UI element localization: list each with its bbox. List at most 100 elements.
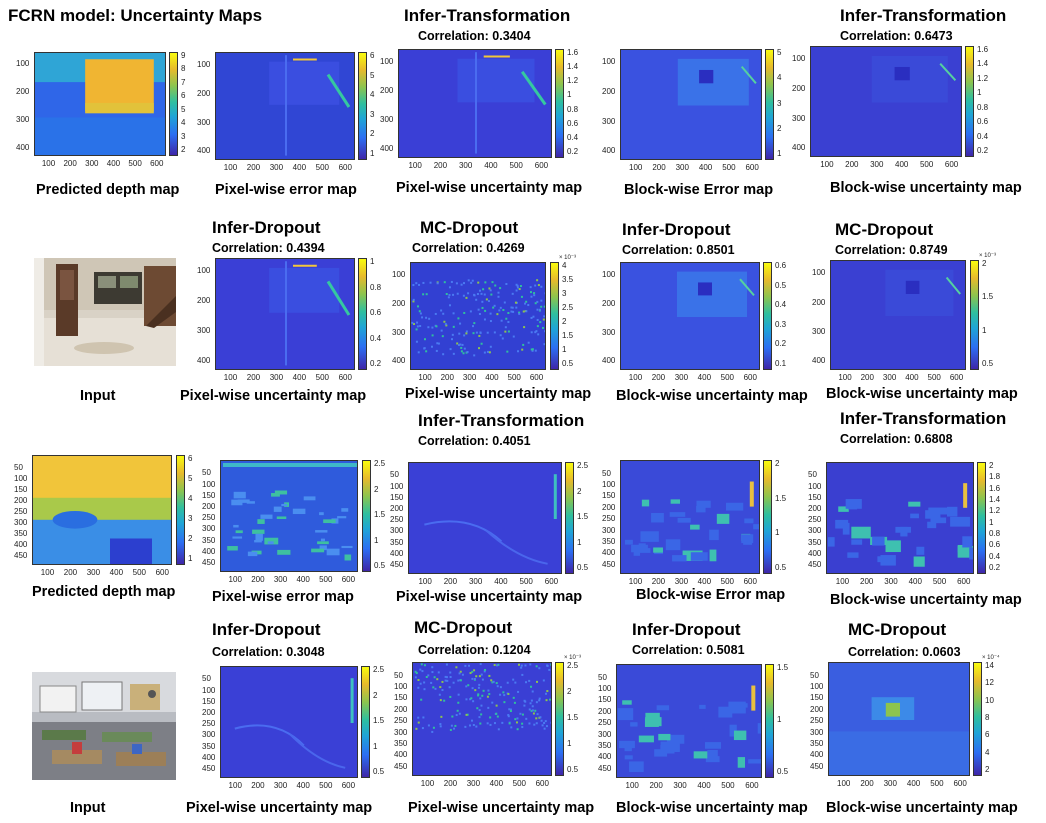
heatmap-block (908, 501, 921, 507)
heatmap-speckle (543, 722, 546, 725)
heatmap-speckle (521, 722, 524, 725)
map-caption: Pixel-wise error map (212, 589, 354, 605)
map-caption: Input (70, 800, 106, 816)
heatmap-edge (740, 66, 757, 84)
heatmap-speckle (545, 725, 548, 728)
heatmap-speckle (452, 681, 455, 684)
heatmap-speckle (499, 686, 502, 689)
heatmap-speckle (519, 285, 522, 288)
y-tick-label: 450 (810, 761, 824, 771)
heatmap-speckle (544, 347, 545, 350)
heatmap-speckle (509, 710, 512, 713)
heatmap-block (638, 735, 654, 743)
y-tick-label: 300 (602, 327, 616, 337)
heatmap-speckle (461, 343, 464, 346)
heatmap-block (693, 751, 710, 759)
heatmap-speckle (257, 519, 265, 524)
heatmap-speckle (481, 300, 484, 303)
heatmap-speckle (456, 709, 459, 712)
heatmap-speckle (511, 292, 514, 295)
heatmap-speckle (468, 664, 471, 667)
heatmap-speckle (440, 715, 443, 718)
heatmap-speckle (488, 693, 491, 696)
heatmap-speckle (512, 335, 515, 338)
colorbar-tick-label: 1.6 (567, 48, 579, 57)
colorbar-tick-label: 0.4 (567, 132, 579, 142)
heatmap-speckle (449, 695, 452, 698)
y-tick-label: 200 (808, 504, 822, 514)
heatmap-speckle (473, 677, 476, 680)
x-tick-label: 600 (150, 159, 164, 168)
y-tick-label: 50 (394, 670, 403, 680)
colorbar-tick-label: 1.5 (567, 713, 579, 722)
heatmap-speckle (489, 289, 492, 292)
y-tick-label: 300 (394, 727, 408, 737)
colorbar (765, 49, 774, 160)
method-title: Infer-Transformation (840, 6, 1007, 25)
heatmap-background (221, 667, 357, 777)
colorbar-tick-label: 2 (181, 145, 186, 154)
heatmap-speckle (319, 545, 327, 551)
heatmap-speckle (481, 678, 484, 681)
heatmap-speckle (549, 698, 551, 701)
heatmap-speckle (543, 343, 545, 346)
x-tick-label: 200 (251, 575, 265, 584)
x-tick-label: 200 (652, 163, 666, 172)
heatmap-speckle (525, 300, 528, 303)
heatmap-speckle (478, 312, 481, 315)
heatmap-panel (34, 52, 166, 156)
heatmap-speckle (457, 693, 460, 696)
heatmap-speckle (419, 668, 422, 671)
x-tick-label: 400 (908, 577, 922, 586)
heatmap-speckle (471, 677, 474, 680)
heatmap-block (835, 519, 849, 529)
map-caption: Pixel-wise uncertainty map (408, 800, 595, 816)
heatmap-speckle (420, 698, 423, 701)
heatmap-speckle (412, 284, 415, 287)
heatmap-block (696, 506, 706, 513)
heatmap-speckle (535, 330, 538, 333)
y-tick-label: 250 (810, 716, 824, 726)
colorbar-tick-label: 1 (775, 528, 780, 538)
x-tick-label: 300 (269, 373, 284, 382)
heatmap-speckle (431, 334, 434, 337)
map-caption: Block-wise uncertainty map (826, 800, 1018, 816)
y-tick-label: 350 (598, 741, 612, 751)
y-tick-label: 200 (197, 88, 211, 98)
colorbar (176, 455, 185, 565)
y-tick-label: 200 (598, 706, 612, 716)
heatmap-speckle (233, 491, 246, 499)
colorbar-tick-label: 0.2 (370, 359, 382, 368)
heatmap-speckle (488, 674, 491, 677)
y-tick-label: 300 (202, 524, 216, 534)
colorbar-tick-label: 1.4 (989, 495, 1001, 504)
heatmap-block (838, 506, 849, 512)
colorbar-tick-label: 2.5 (373, 665, 385, 674)
heatmap-edge (939, 62, 957, 81)
heatmap-speckle (441, 680, 444, 683)
heatmap-block (658, 733, 671, 741)
heatmap-speckle (502, 308, 505, 311)
y-tick-label: 350 (390, 537, 404, 547)
heatmap-speckle (457, 344, 460, 347)
heatmap-speckle (415, 727, 418, 730)
heatmap-speckle (540, 299, 543, 302)
x-tick-label: 400 (906, 779, 921, 788)
heatmap-speckle (326, 548, 340, 556)
y-tick-label: 200 (197, 296, 211, 306)
heatmap-speckle (442, 353, 445, 356)
heatmap-speckle (423, 664, 426, 667)
heatmap-block (640, 531, 659, 542)
heatmap-speckle (489, 312, 492, 315)
x-tick-label: 200 (63, 159, 77, 168)
heatmap-speckle (477, 686, 480, 689)
heatmap-speckle (517, 350, 520, 353)
colorbar-tick-label: 2 (577, 486, 582, 496)
heatmap-speckle (311, 548, 325, 553)
x-tick-label: 400 (697, 577, 712, 586)
heatmap-speckle (479, 697, 482, 700)
heatmap-speckle (467, 279, 470, 282)
heatmap-speckle (550, 677, 551, 680)
heatmap-speckle (482, 288, 485, 291)
heatmap-speckle (521, 673, 524, 676)
